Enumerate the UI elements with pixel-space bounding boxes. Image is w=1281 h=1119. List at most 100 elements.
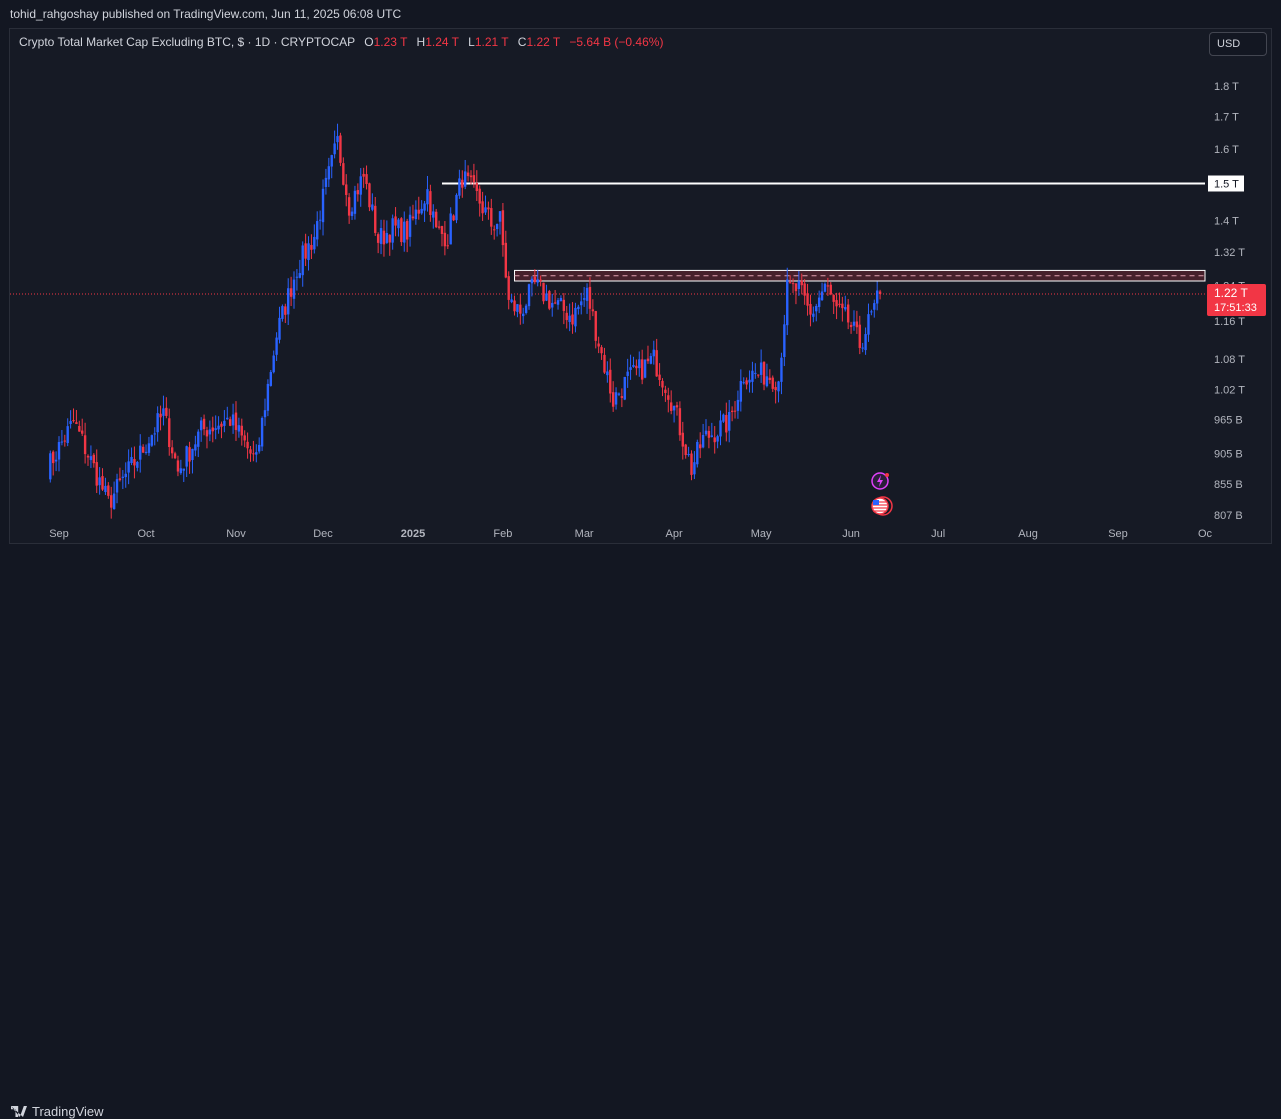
candle-body [336,136,339,143]
candle-body [754,372,757,374]
candle-body [687,453,690,456]
candle-body [205,430,209,437]
x-tick-label: 2025 [401,528,425,540]
candle-body [385,233,389,243]
candle-body [304,243,307,259]
candle-body [449,213,452,245]
price-chart[interactable]: 1.8 T 1.7 T 1.6 T 1.4 T 1.32 T 1.24 T 1.16 T 1.… [0,0,1281,582]
candle-body [696,441,699,465]
candle-body [852,321,856,326]
y-tick-label: 965 B [1214,414,1243,426]
candle-body [719,420,722,437]
candle-body [81,430,84,434]
candle-body [582,298,586,300]
last-price-badge [1207,283,1266,316]
candle-body [437,226,441,228]
candle-body [249,449,252,454]
candle-body [121,476,125,478]
candle-body [49,453,52,480]
candle-body [600,347,603,354]
candle-body [333,143,336,155]
candle-body [513,300,516,312]
candle-body [379,228,383,244]
candle-body [83,435,87,455]
candle-body [780,357,783,382]
candle-body [63,440,67,442]
candle-body [78,426,81,432]
brand-label: TradingView [32,1104,104,1119]
candle-body [797,281,801,289]
candle-body [324,177,328,187]
close-value: 1.22 T [526,35,561,49]
candle-body [356,190,360,195]
candle-body [873,303,876,310]
line-price-badge [1208,175,1244,192]
candle-body [463,171,467,187]
candle-body [652,349,655,357]
candle-body [403,221,406,243]
candle-body [469,175,473,178]
candle-body [609,369,612,394]
candle-body [66,426,69,444]
candle-body [240,425,243,436]
candle-body [829,284,832,295]
y-tick-label: 807 B [1214,510,1243,522]
candle-body [875,290,879,304]
y-tick-label: 1.16 T [1214,316,1245,328]
candle-body [51,451,55,464]
candle-body [252,453,255,455]
candle-body [188,447,191,462]
high-value: 1.24 T [425,35,459,49]
candle-body [382,230,386,245]
candle-body [478,188,481,204]
candle-body [846,304,850,323]
x-tick-label: Apr [666,528,683,540]
candle-body [246,441,249,449]
candle-body [577,306,580,310]
candle-body [321,188,325,223]
candle-body [278,317,281,340]
candle-body [133,459,136,466]
candle-body [800,280,803,286]
candle-body [733,410,737,412]
candle-body [243,435,246,441]
y-tick-label: 1.4 T [1214,215,1239,227]
currency-button[interactable]: USD [1209,32,1267,56]
candle-body [661,380,664,388]
candle-body [347,197,351,216]
candle-body [376,234,380,243]
low-label: L [468,35,475,49]
candle-body [394,216,397,226]
y-tick-label: 1.32 T [1214,247,1245,259]
candle-body [716,436,719,442]
tradingview-brand[interactable]: TradingView [11,1104,104,1119]
candle-body [812,313,815,317]
candle-body [493,229,496,231]
candle-body [423,203,426,211]
candle-body [757,374,760,376]
candle-body [362,173,365,177]
candle-body [255,452,258,455]
candle-body [669,402,673,411]
candle-body [603,354,606,373]
candle-body [574,307,577,327]
candle-body [217,425,220,430]
candle-body [730,410,734,413]
candle-body [417,209,420,214]
candle-body [693,462,696,475]
chart-frame[interactable] [9,28,1272,544]
candle-body [597,343,600,347]
candle-body [638,359,641,369]
candle-body [316,221,319,240]
candle-body [556,300,560,305]
candle-body [414,209,418,220]
candle-body [214,428,217,430]
candle-body [548,291,551,309]
candle-body [168,418,171,447]
candle-body [260,417,264,447]
candle-body [684,444,687,456]
candle-body [855,321,859,328]
candle-body [643,359,647,378]
candle-body [339,135,342,163]
candle-body [635,365,638,369]
